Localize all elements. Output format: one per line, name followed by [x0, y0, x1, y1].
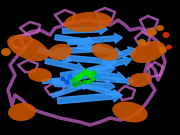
FancyArrow shape	[42, 75, 77, 84]
Ellipse shape	[91, 43, 119, 61]
FancyArrow shape	[77, 44, 122, 58]
FancyArrow shape	[45, 58, 85, 72]
Circle shape	[87, 80, 91, 84]
Circle shape	[72, 78, 76, 82]
Ellipse shape	[7, 35, 49, 61]
FancyArrow shape	[67, 33, 122, 45]
Ellipse shape	[156, 25, 164, 31]
Circle shape	[91, 77, 95, 81]
Ellipse shape	[166, 45, 172, 50]
FancyArrow shape	[55, 44, 105, 54]
Circle shape	[61, 77, 65, 81]
Circle shape	[92, 71, 96, 75]
Circle shape	[73, 83, 77, 87]
Circle shape	[87, 72, 93, 77]
Circle shape	[84, 70, 89, 75]
Ellipse shape	[64, 12, 112, 32]
Circle shape	[83, 80, 87, 84]
FancyArrow shape	[55, 80, 115, 92]
FancyArrow shape	[96, 76, 134, 85]
FancyArrow shape	[103, 47, 136, 63]
FancyArrow shape	[80, 83, 119, 97]
FancyArrow shape	[85, 70, 125, 82]
Ellipse shape	[112, 102, 148, 122]
Ellipse shape	[128, 73, 152, 87]
Ellipse shape	[159, 46, 167, 53]
FancyArrow shape	[53, 70, 97, 85]
Circle shape	[78, 81, 82, 85]
Circle shape	[75, 75, 80, 80]
FancyArrow shape	[57, 90, 122, 104]
FancyArrow shape	[38, 47, 72, 63]
Circle shape	[96, 74, 100, 78]
Ellipse shape	[147, 28, 157, 36]
Circle shape	[80, 72, 84, 77]
Ellipse shape	[131, 41, 165, 63]
Ellipse shape	[28, 68, 52, 82]
Ellipse shape	[8, 103, 36, 121]
Ellipse shape	[1, 48, 11, 56]
FancyArrow shape	[60, 63, 115, 79]
FancyArrow shape	[62, 24, 107, 34]
FancyArrow shape	[88, 56, 132, 73]
FancyArrow shape	[67, 55, 117, 67]
Circle shape	[68, 75, 72, 79]
Circle shape	[65, 80, 69, 84]
Ellipse shape	[163, 32, 170, 38]
Ellipse shape	[138, 39, 146, 45]
FancyArrow shape	[51, 82, 88, 98]
FancyArrow shape	[55, 35, 95, 47]
Ellipse shape	[48, 44, 72, 60]
